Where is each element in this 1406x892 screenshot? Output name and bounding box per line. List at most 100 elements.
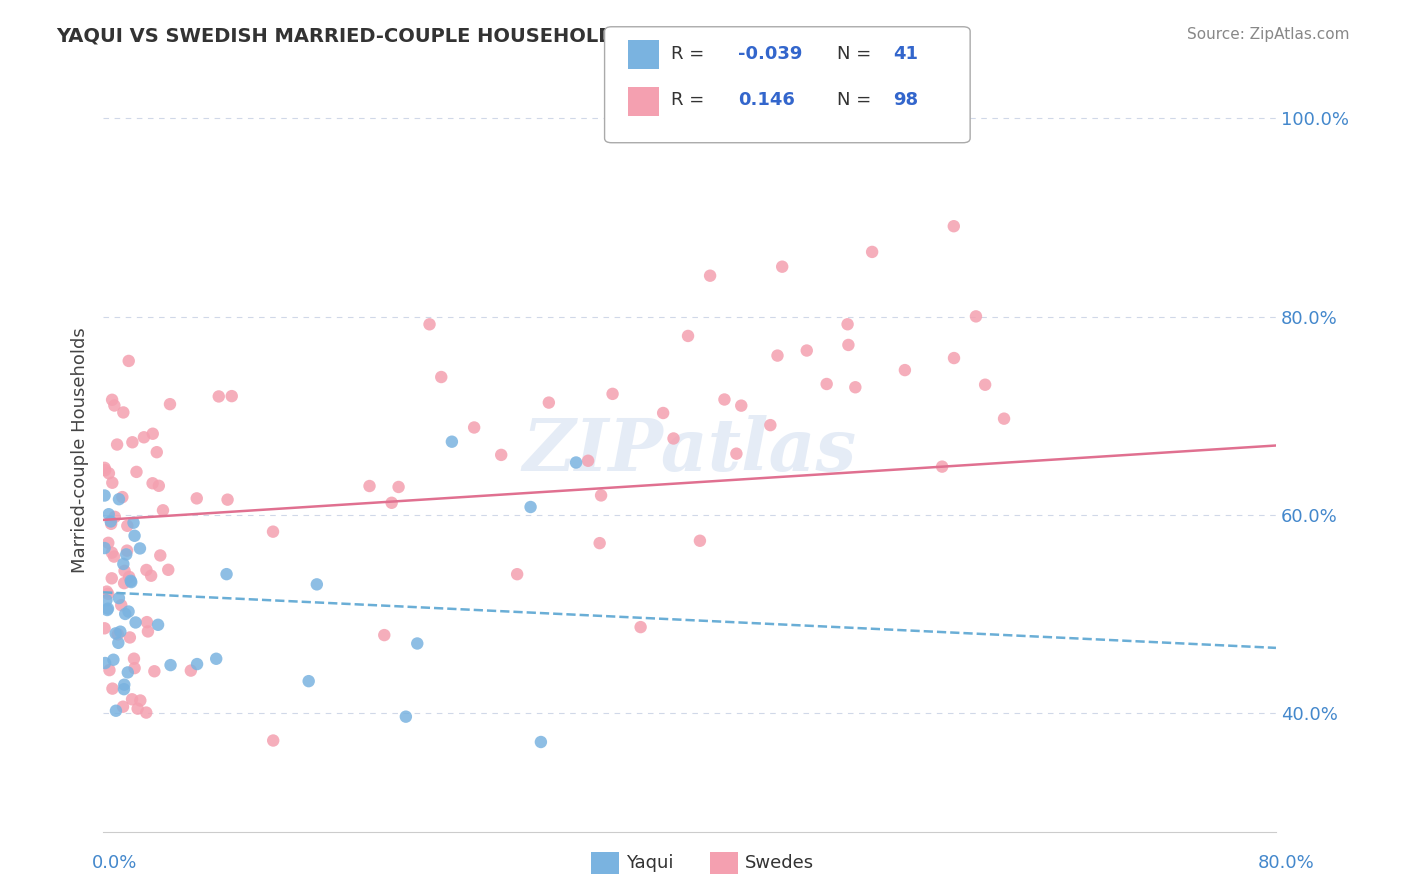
Point <box>101 546 124 560</box>
Point <box>146 617 169 632</box>
Point <box>115 548 138 562</box>
Point <box>676 329 699 343</box>
Point <box>117 665 139 680</box>
Point <box>103 653 125 667</box>
Point <box>104 626 127 640</box>
Point <box>124 615 146 630</box>
Point <box>418 318 440 332</box>
Point <box>298 674 321 689</box>
Point <box>148 479 170 493</box>
Point <box>157 563 180 577</box>
Point <box>180 664 202 678</box>
Point <box>93 489 115 503</box>
Point <box>96 584 118 599</box>
Point <box>844 380 866 394</box>
Point <box>100 571 122 585</box>
Point <box>112 557 135 571</box>
Text: YAQUI VS SWEDISH MARRIED-COUPLE HOUSEHOLDS CORRELATION CHART: YAQUI VS SWEDISH MARRIED-COUPLE HOUSEHOL… <box>56 27 869 45</box>
Point <box>104 509 127 524</box>
Point <box>530 735 553 749</box>
Point <box>143 665 166 679</box>
Point <box>112 678 135 692</box>
Text: Source: ZipAtlas.com: Source: ZipAtlas.com <box>1187 27 1350 42</box>
Text: 80.0%: 80.0% <box>1258 855 1315 872</box>
Point <box>120 575 142 590</box>
Point <box>100 516 122 531</box>
Point <box>122 516 145 530</box>
Point <box>406 636 429 650</box>
Point <box>101 681 124 696</box>
Text: 0.0%: 0.0% <box>91 855 136 872</box>
Point <box>974 377 997 392</box>
Y-axis label: Married-couple Households: Married-couple Households <box>72 327 89 574</box>
Point <box>837 338 859 352</box>
Point <box>463 420 485 434</box>
Point <box>107 627 129 641</box>
Point <box>931 459 953 474</box>
Point <box>93 460 115 475</box>
Point <box>127 701 149 715</box>
Text: R =: R = <box>671 91 710 109</box>
Point <box>101 475 124 490</box>
Point <box>118 570 141 584</box>
Point <box>112 576 135 591</box>
Text: R =: R = <box>671 45 710 62</box>
Point <box>591 488 613 502</box>
Point <box>262 733 284 747</box>
Point <box>965 310 987 324</box>
Point <box>135 706 157 720</box>
Point <box>537 395 560 409</box>
Point <box>159 658 181 673</box>
Point <box>387 480 409 494</box>
Point <box>103 549 125 564</box>
Point <box>652 406 675 420</box>
Point <box>93 541 115 555</box>
Point <box>142 426 165 441</box>
Point <box>815 376 838 391</box>
Point <box>135 615 157 629</box>
Point <box>124 661 146 675</box>
Point <box>125 465 148 479</box>
Point <box>796 343 818 358</box>
Point <box>111 490 134 504</box>
Point <box>108 591 131 606</box>
Point <box>97 587 120 601</box>
Point <box>894 363 917 377</box>
Point <box>766 349 789 363</box>
Point <box>770 260 793 274</box>
Point <box>96 593 118 607</box>
Point <box>112 405 135 419</box>
Point <box>217 492 239 507</box>
Point <box>305 577 328 591</box>
Point <box>97 601 120 615</box>
Text: ZIPatlas: ZIPatlas <box>523 415 856 486</box>
Point <box>97 507 120 521</box>
Text: Swedes: Swedes <box>745 855 814 872</box>
Point <box>111 699 134 714</box>
Point <box>97 536 120 550</box>
Point <box>122 651 145 665</box>
Point <box>121 435 143 450</box>
Text: 0.146: 0.146 <box>738 91 794 109</box>
Point <box>152 503 174 517</box>
Point <box>837 318 859 332</box>
Point <box>142 476 165 491</box>
Point <box>208 389 231 403</box>
Point <box>430 370 453 384</box>
Point <box>689 533 711 548</box>
Point <box>602 387 624 401</box>
Point <box>159 397 181 411</box>
Point <box>129 541 152 556</box>
Point <box>146 445 169 459</box>
Point <box>943 351 966 365</box>
Point <box>136 624 159 639</box>
Point <box>993 411 1015 425</box>
Point <box>107 636 129 650</box>
Point <box>139 568 162 582</box>
Point <box>108 492 131 507</box>
Point <box>713 392 735 407</box>
Point <box>221 389 243 403</box>
Point <box>135 563 157 577</box>
Text: N =: N = <box>837 91 876 109</box>
Point <box>97 467 120 481</box>
